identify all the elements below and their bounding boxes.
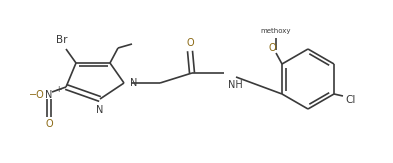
- Text: N: N: [96, 105, 104, 115]
- Text: N: N: [130, 78, 138, 88]
- Text: Cl: Cl: [346, 95, 356, 105]
- Text: O: O: [45, 119, 53, 129]
- Text: NH: NH: [228, 80, 243, 90]
- Text: −O: −O: [29, 90, 45, 100]
- Text: N: N: [45, 90, 53, 100]
- Text: +: +: [55, 86, 61, 95]
- Text: O: O: [268, 43, 276, 53]
- Text: O: O: [186, 38, 194, 48]
- Text: methoxy: methoxy: [261, 28, 291, 34]
- Text: Br: Br: [56, 35, 68, 45]
